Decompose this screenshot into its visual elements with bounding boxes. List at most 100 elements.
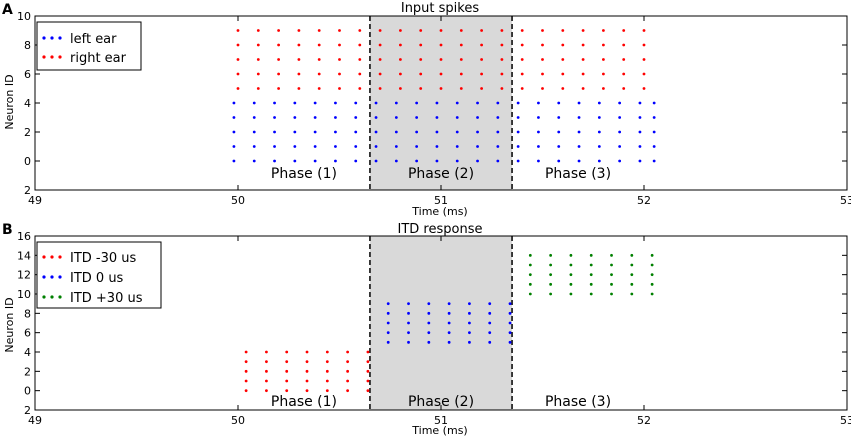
spike-point (277, 87, 280, 90)
spike-point (577, 145, 581, 148)
panel-a-phase-1-label: Phase (1) (271, 166, 337, 182)
spike-point (232, 159, 236, 163)
spike-point (334, 116, 337, 119)
spike-point (313, 116, 317, 119)
y-tick-label: 4 (24, 346, 31, 359)
spike-point (313, 145, 317, 148)
legend-marker (58, 275, 62, 279)
spike-point (650, 263, 654, 267)
spike-point (366, 379, 370, 383)
spike-point (577, 101, 581, 105)
spike-point (610, 263, 613, 267)
spike-point (265, 350, 268, 354)
spike-point (468, 311, 471, 315)
spike-point (618, 101, 622, 105)
legend-marker (58, 55, 62, 59)
spike-point (358, 87, 362, 90)
spike-point (415, 116, 419, 119)
legend-marker (50, 36, 54, 40)
spike-point (394, 116, 398, 119)
y-tick-label: 12 (17, 269, 31, 282)
spike-point (447, 331, 451, 335)
spike-point (407, 331, 410, 335)
spike-point (500, 72, 504, 76)
spike-point (334, 159, 337, 163)
panel-a-legend: left ear right ear (36, 21, 142, 71)
panel-a-phase2-shade (369, 16, 513, 190)
spike-point (374, 101, 378, 105)
spike-point (265, 389, 268, 393)
spike-point (602, 29, 605, 32)
panel-a: A Input spikes Neuron ID Time (ms) 49 50 5… (2, 1, 851, 218)
spike-point (285, 369, 289, 373)
spike-point (358, 29, 362, 32)
spike-point (577, 159, 581, 163)
spike-point (610, 292, 613, 296)
x-tick-label: 49 (28, 414, 42, 427)
spike-point (569, 292, 573, 296)
spike-point (399, 58, 402, 61)
spike-point (358, 72, 362, 76)
spike-point (317, 43, 321, 47)
spike-point (622, 87, 626, 90)
spike-point (415, 130, 419, 134)
spike-point (652, 116, 656, 119)
spike-point (419, 87, 423, 90)
spike-point (652, 145, 656, 148)
spike-point (354, 145, 358, 148)
spike-point (378, 87, 382, 90)
spike-point (252, 159, 256, 163)
spike-point (447, 302, 451, 306)
panel-b-phase-3-label: Phase (3) (545, 394, 611, 410)
spike-point (256, 72, 260, 76)
spike-point (508, 302, 512, 306)
spike-point (435, 101, 439, 105)
spike-point (569, 282, 573, 286)
spike-point (630, 263, 634, 267)
spike-point (516, 101, 520, 105)
spike-point (455, 130, 459, 134)
spike-point (602, 87, 605, 90)
spike-point (468, 302, 471, 306)
spike-point (297, 72, 301, 76)
spike-point (537, 101, 540, 105)
spike-point (561, 43, 565, 47)
panel-b-ylabel: Neuron ID (3, 297, 16, 352)
spike-point (399, 43, 402, 47)
panel-b-xlabel: Time (ms) (411, 424, 467, 437)
spike-point (419, 58, 423, 61)
spike-point (366, 389, 370, 393)
spike-point (338, 43, 341, 47)
spike-point (317, 72, 321, 76)
spike-point (325, 360, 329, 364)
spike-point (232, 145, 236, 148)
spike-point (297, 29, 301, 32)
spike-point (439, 72, 443, 76)
spike-point (508, 340, 512, 344)
spike-point (427, 311, 431, 315)
spike-point (244, 369, 248, 373)
legend-marker (50, 255, 54, 259)
spike-point (520, 29, 524, 32)
spike-point (273, 159, 276, 163)
legend-marker (42, 295, 46, 299)
spike-point (334, 145, 337, 148)
spike-point (581, 87, 585, 90)
spike-point (236, 87, 240, 90)
spike-point (528, 253, 532, 257)
spike-point (577, 116, 581, 119)
spike-point (455, 101, 459, 105)
spike-point (415, 159, 419, 163)
spike-point (366, 369, 370, 373)
spike-point (334, 130, 337, 134)
y-tick-label: 6 (24, 68, 31, 81)
spike-point (537, 159, 540, 163)
spike-point (439, 87, 443, 90)
panel-a-frame (34, 15, 848, 191)
spike-point (244, 360, 248, 364)
spike-point (273, 145, 276, 148)
spike-point (297, 43, 301, 47)
spike-point (516, 116, 520, 119)
spike-point (561, 29, 565, 32)
spike-point (480, 29, 483, 32)
